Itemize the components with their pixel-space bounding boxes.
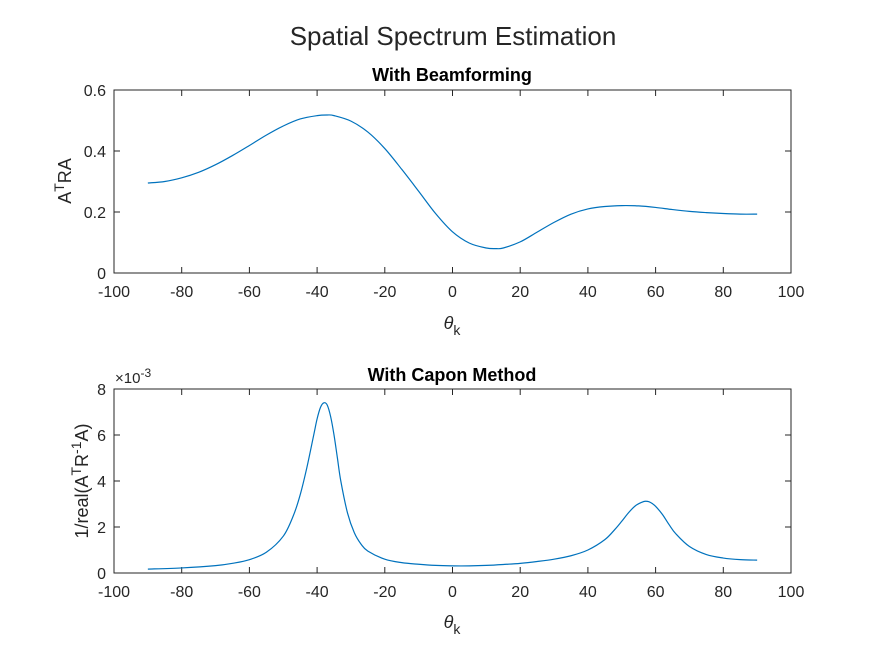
beamforming-series-line <box>147 114 758 250</box>
capon-y-tick-label: 0 <box>97 566 106 583</box>
beamforming-x-axis-label: θk <box>444 313 462 338</box>
capon-panel-title: With Capon Method <box>368 365 537 385</box>
capon-y-tick-label: 2 <box>97 520 106 537</box>
beamforming-panel: With Beamforming -100 -80 -60 -40 -20 0 20 40 60… <box>51 65 804 338</box>
beamforming-panel-title: With Beamforming <box>372 65 532 85</box>
capon-plot-area <box>113 388 792 574</box>
capon-y-tick-label: 6 <box>97 428 106 445</box>
beamforming-x-tick-label: 80 <box>714 284 732 301</box>
beamforming-y-tick-label: 0.2 <box>84 205 106 222</box>
beamforming-y-tick-label: 0.6 <box>84 83 106 100</box>
beamforming-x-tick-label: 100 <box>778 284 805 301</box>
capon-panel: With Capon Method ×10-3 -100 -80 -60 -40 -20… <box>68 365 804 637</box>
beamforming-y-tick-label: 0 <box>97 266 106 283</box>
capon-x-tick-label: -100 <box>98 584 130 601</box>
capon-y-axis-label: 1/real(ATR-1A) <box>68 423 92 538</box>
capon-series-line <box>147 402 758 570</box>
beamforming-y-tick-label: 0.4 <box>84 144 106 161</box>
beamforming-x-tick-label: -20 <box>373 284 396 301</box>
beamforming-x-tick-label: 20 <box>511 284 529 301</box>
beamforming-x-tick-label: 40 <box>579 284 597 301</box>
capon-x-tick-label: 0 <box>448 584 457 601</box>
beamforming-plot-area <box>113 89 792 274</box>
beamforming-x-tick-label: -100 <box>98 284 130 301</box>
capon-x-tick-label: 80 <box>714 584 732 601</box>
capon-x-axis-label: θk <box>444 612 462 637</box>
figure-title: Spatial Spectrum Estimation <box>290 21 617 51</box>
beamforming-y-axis-label: ATRA <box>51 158 75 204</box>
capon-x-tick-label: -60 <box>238 584 261 601</box>
capon-y-tick-label: 8 <box>97 382 106 399</box>
capon-y-tick-label: 4 <box>97 474 106 491</box>
beamforming-x-tick-label: -60 <box>238 284 261 301</box>
capon-x-tick-label: -20 <box>373 584 396 601</box>
capon-x-tick-label: -80 <box>170 584 193 601</box>
beamforming-x-tick-label: -80 <box>170 284 193 301</box>
beamforming-x-tick-label: 0 <box>448 284 457 301</box>
capon-axis-exponent: ×10-3 <box>115 366 151 387</box>
capon-x-tick-label: 100 <box>778 584 805 601</box>
beamforming-x-tick-label: -40 <box>306 284 329 301</box>
capon-ticks: -100 -80 -60 -40 -20 0 20 40 60 80 100 0 2 4 6 8 <box>97 382 804 601</box>
beamforming-ticks: -100 -80 -60 -40 -20 0 20 40 60 80 100 0 0.2 0.4 0.6 <box>84 83 805 301</box>
capon-x-tick-label: 20 <box>511 584 529 601</box>
beamforming-x-tick-label: 60 <box>647 284 665 301</box>
capon-x-tick-label: 60 <box>647 584 665 601</box>
capon-x-tick-label: 40 <box>579 584 597 601</box>
capon-x-tick-label: -40 <box>306 584 329 601</box>
